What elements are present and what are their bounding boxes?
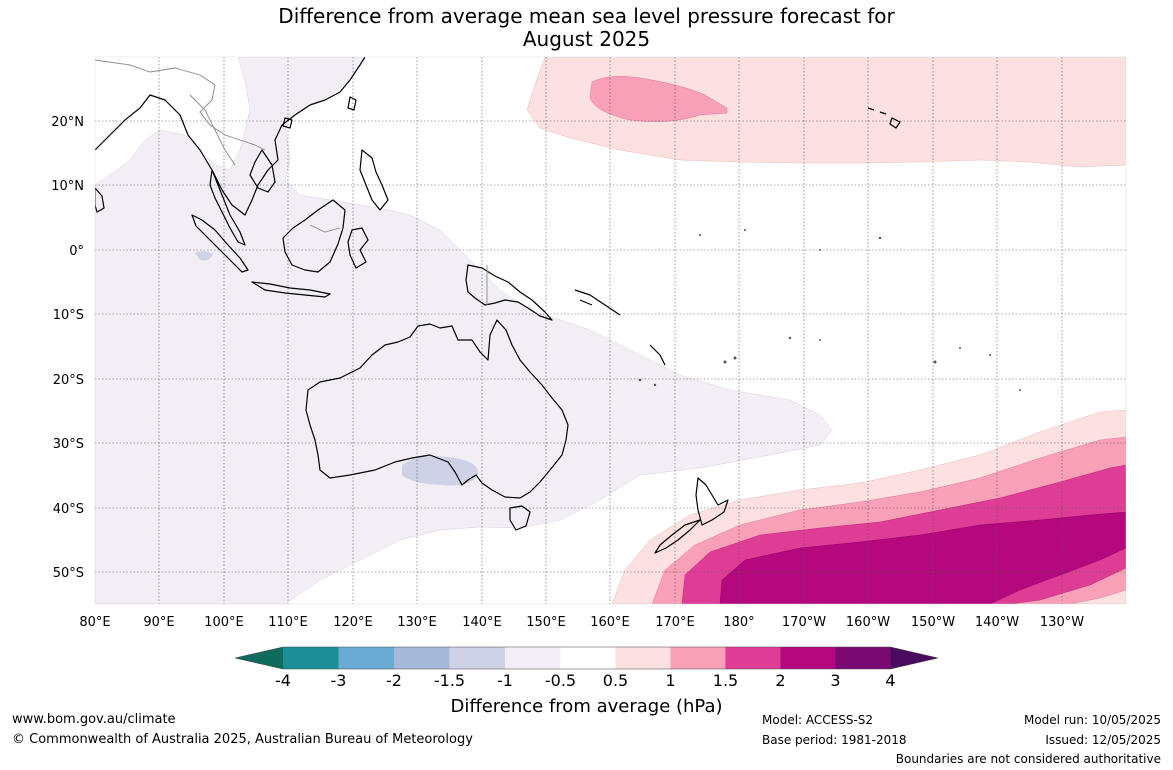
lon-label-120e: 120°E [333,615,373,630]
base-period: Base period: 1981-2018 [762,733,907,747]
colorbar-bin-2-3 [780,647,836,669]
pacific-islands [638,229,1021,391]
colorbar-tick: 4 [885,671,895,690]
sumatra-coastline [191,214,249,273]
anomaly-region-neg-1 [402,456,479,486]
anomaly-region-pos-2-south [719,511,1126,604]
model-run-date: Model run: 10/05/2025 [1023,713,1161,727]
colorbar-bin-m4-m3 [283,647,339,669]
lat-label-10n: 10°N [51,179,84,194]
anomaly-region-neg-0p5 [95,57,833,604]
lon-label-150w: 150°W [911,615,955,630]
lat-label-20n: 20°N [51,115,84,130]
lon-label-150e: 150°E [526,615,566,630]
anomaly-region-neg-1-b [195,251,213,261]
solomon-islands-coastline [574,289,621,316]
map-title-line1: Difference from average mean sea level p… [278,4,895,28]
hainan-coastline [282,117,293,129]
colorbar-bin-1-1p5 [670,647,726,669]
map-title-line2: August 2025 [522,27,651,51]
new-zealand-north-coastline [695,477,729,526]
lon-label-140w: 140°W [975,615,1019,630]
lon-label-130w: 130°W [1040,615,1084,630]
tasmania-coastline [509,505,531,531]
colorbar-tick: -2 [386,671,402,690]
lat-label-10s: 10°S [53,308,84,323]
colorbar-tick: -3 [331,671,347,690]
vietnam-coastline [249,149,276,193]
lon-label-160w: 160°W [846,615,890,630]
colorbar-tick: 2 [775,671,785,690]
australia-coastline [305,319,569,499]
model-name: Model: ACCESS-S2 [762,713,874,727]
lon-label-170w: 170°W [782,615,826,630]
colorbar-bin-0p5-1 [615,647,671,669]
coastlines [95,57,901,554]
lon-label-170e: 170°E [655,615,695,630]
lon-label-180: 180° [723,615,754,630]
map-area [95,57,1126,604]
philippines-coastline [359,149,389,211]
lon-label-90e: 90°E [143,615,174,630]
lon-label-110e: 110°E [268,615,308,630]
colorbar-bin-m1p5-m1 [449,647,505,669]
colorbar-extend-high [890,647,938,669]
lon-label-130e: 130°E [397,615,437,630]
colorbar-tick: -1.5 [434,671,465,690]
colorbar-tick: -1 [497,671,513,690]
colorbar-tick: -4 [275,671,291,690]
sri-lanka-coastline [95,187,105,213]
colorbar-ticks: -4 -3 -2 -1.5 -1 -0.5 0.5 1 1.5 2 3 4 [275,671,896,690]
lon-label-140e: 140°E [462,615,502,630]
colorbar-bin-3-4 [835,647,891,669]
lat-label-30s: 30°S [53,437,84,452]
lon-label-80e: 80°E [79,615,110,630]
lat-label-50s: 50°S [53,566,84,581]
asia-mainland-coastline [95,57,366,216]
website-link[interactable]: www.bom.gov.au/climate [12,712,176,727]
lon-label-160e: 160°E [590,615,630,630]
malay-peninsula-coastline [209,169,246,246]
colorbar-tick: 1 [665,671,675,690]
graticule [95,57,1126,604]
sulawesi-coastline [347,227,369,269]
taiwan-coastline [347,96,357,111]
colorbar-bin-m0p5-0p5 [560,647,616,669]
colorbar-tick: 1.5 [713,671,738,690]
copyright-text: © Commonwealth of Australia 2025, Austra… [12,732,473,747]
new-guinea-coastline [465,264,553,321]
colorbar-bin-1p5-2 [725,647,781,669]
colorbar-bin-m3-m2 [338,647,394,669]
colorbar-extend-low [235,647,283,669]
anomaly-region-pos-1-north [589,75,728,122]
colorbar-title: Difference from average (hPa) [450,696,723,717]
lat-label-40s: 40°S [53,502,84,517]
lat-label-0: 0° [69,244,84,259]
new-caledonia-coastline [649,344,666,366]
java-coastline [251,281,331,298]
colorbar-bin-m1-m0p5 [505,647,561,669]
hawaii-coastline [867,107,901,129]
country-borders [95,59,488,305]
issued-date: Issued: 12/05/2025 [1045,733,1161,747]
colorbar-tick: -0.5 [545,671,576,690]
borneo-coastline [282,199,346,273]
new-zealand-south-coastline [654,519,701,554]
lon-label-100e: 100°E [204,615,244,630]
colorbar-tick: 3 [830,671,840,690]
boundaries-disclaimer: Boundaries are not considered authoritat… [895,752,1161,766]
lat-label-20s: 20°S [53,373,84,388]
map-frame [94,56,1127,605]
colorbar [234,646,939,670]
colorbar-tick: 0.5 [603,671,628,690]
anomaly-region-pos-0p5-north [526,57,1126,168]
colorbar-bin-m2-m1p5 [394,647,450,669]
